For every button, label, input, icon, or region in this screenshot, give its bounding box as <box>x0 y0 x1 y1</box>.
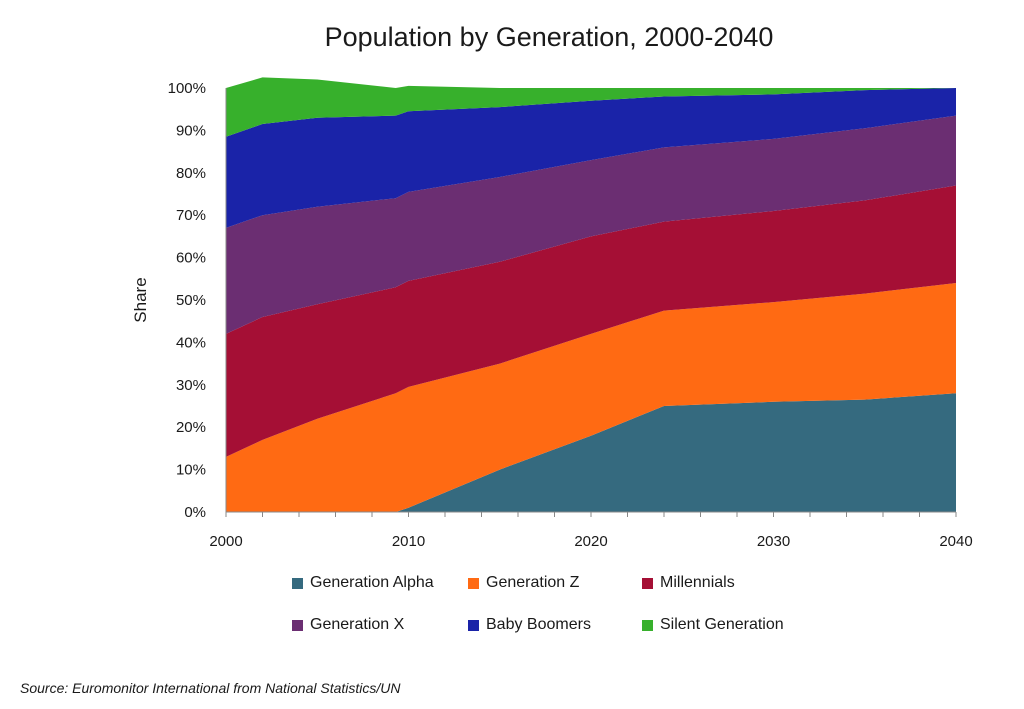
area-millennials <box>226 185 956 457</box>
area-silent-generation <box>226 77 956 137</box>
legend-item-millennials: Millennials <box>642 574 735 592</box>
y-tick-label: 40% <box>176 334 206 351</box>
legend-item-silent-generation: Silent Generation <box>642 616 784 634</box>
legend-item-baby-boomers: Baby Boomers <box>468 616 591 634</box>
legend-label: Generation Z <box>486 574 580 591</box>
legend-swatch <box>292 577 303 589</box>
y-tick-label: 60% <box>176 250 206 267</box>
y-tick-label: 10% <box>176 462 206 479</box>
axes <box>225 88 957 517</box>
y-tick-labels: 0% 10% 20% 30% 40% 50% 60% 70% 80% 90% 100% <box>168 80 206 521</box>
legend-label: Millennials <box>660 574 735 591</box>
x-tick-label: 2000 <box>209 533 242 550</box>
legend-swatch <box>292 619 303 631</box>
y-axis-title: Share <box>131 277 150 322</box>
legend-swatch <box>468 577 479 589</box>
plot-areas <box>226 77 956 512</box>
legend-label: Generation Alpha <box>310 574 434 591</box>
legend-label: Silent Generation <box>660 616 784 633</box>
x-tick-label: 2030 <box>757 533 790 550</box>
legend-label: Generation X <box>310 616 405 633</box>
legend-swatch <box>468 619 479 631</box>
area-baby-boomers <box>226 88 956 228</box>
legend-swatch <box>642 577 653 589</box>
legend-swatch <box>642 619 653 631</box>
x-tick-label: 2010 <box>392 533 425 550</box>
area-generation-x <box>226 115 956 334</box>
y-tick-label: 0% <box>184 504 206 521</box>
area-generation-alpha <box>226 393 956 512</box>
legend-item-generation-alpha: Generation Alpha <box>292 574 434 592</box>
legend-label: Baby Boomers <box>486 616 591 633</box>
x-tick-label: 2040 <box>939 533 972 550</box>
y-tick-label: 90% <box>176 122 206 139</box>
area-generation-z <box>226 283 956 512</box>
y-tick-label: 50% <box>176 292 206 309</box>
x-tick-labels: 2000 2010 2020 2030 2040 <box>209 533 972 550</box>
chart-title: Population by Generation, 2000-2040 <box>324 22 774 52</box>
legend-item-generation-x: Generation X <box>292 616 404 634</box>
x-tick-label: 2020 <box>574 533 607 550</box>
source-note: Source: Euromonitor International from N… <box>20 680 401 696</box>
y-tick-label: 30% <box>176 377 206 394</box>
y-tick-label: 20% <box>176 419 206 436</box>
y-tick-label: 80% <box>176 165 206 182</box>
y-tick-label: 100% <box>168 80 206 97</box>
y-tick-label: 70% <box>176 207 206 224</box>
legend-item-generation-z: Generation Z <box>468 574 579 592</box>
